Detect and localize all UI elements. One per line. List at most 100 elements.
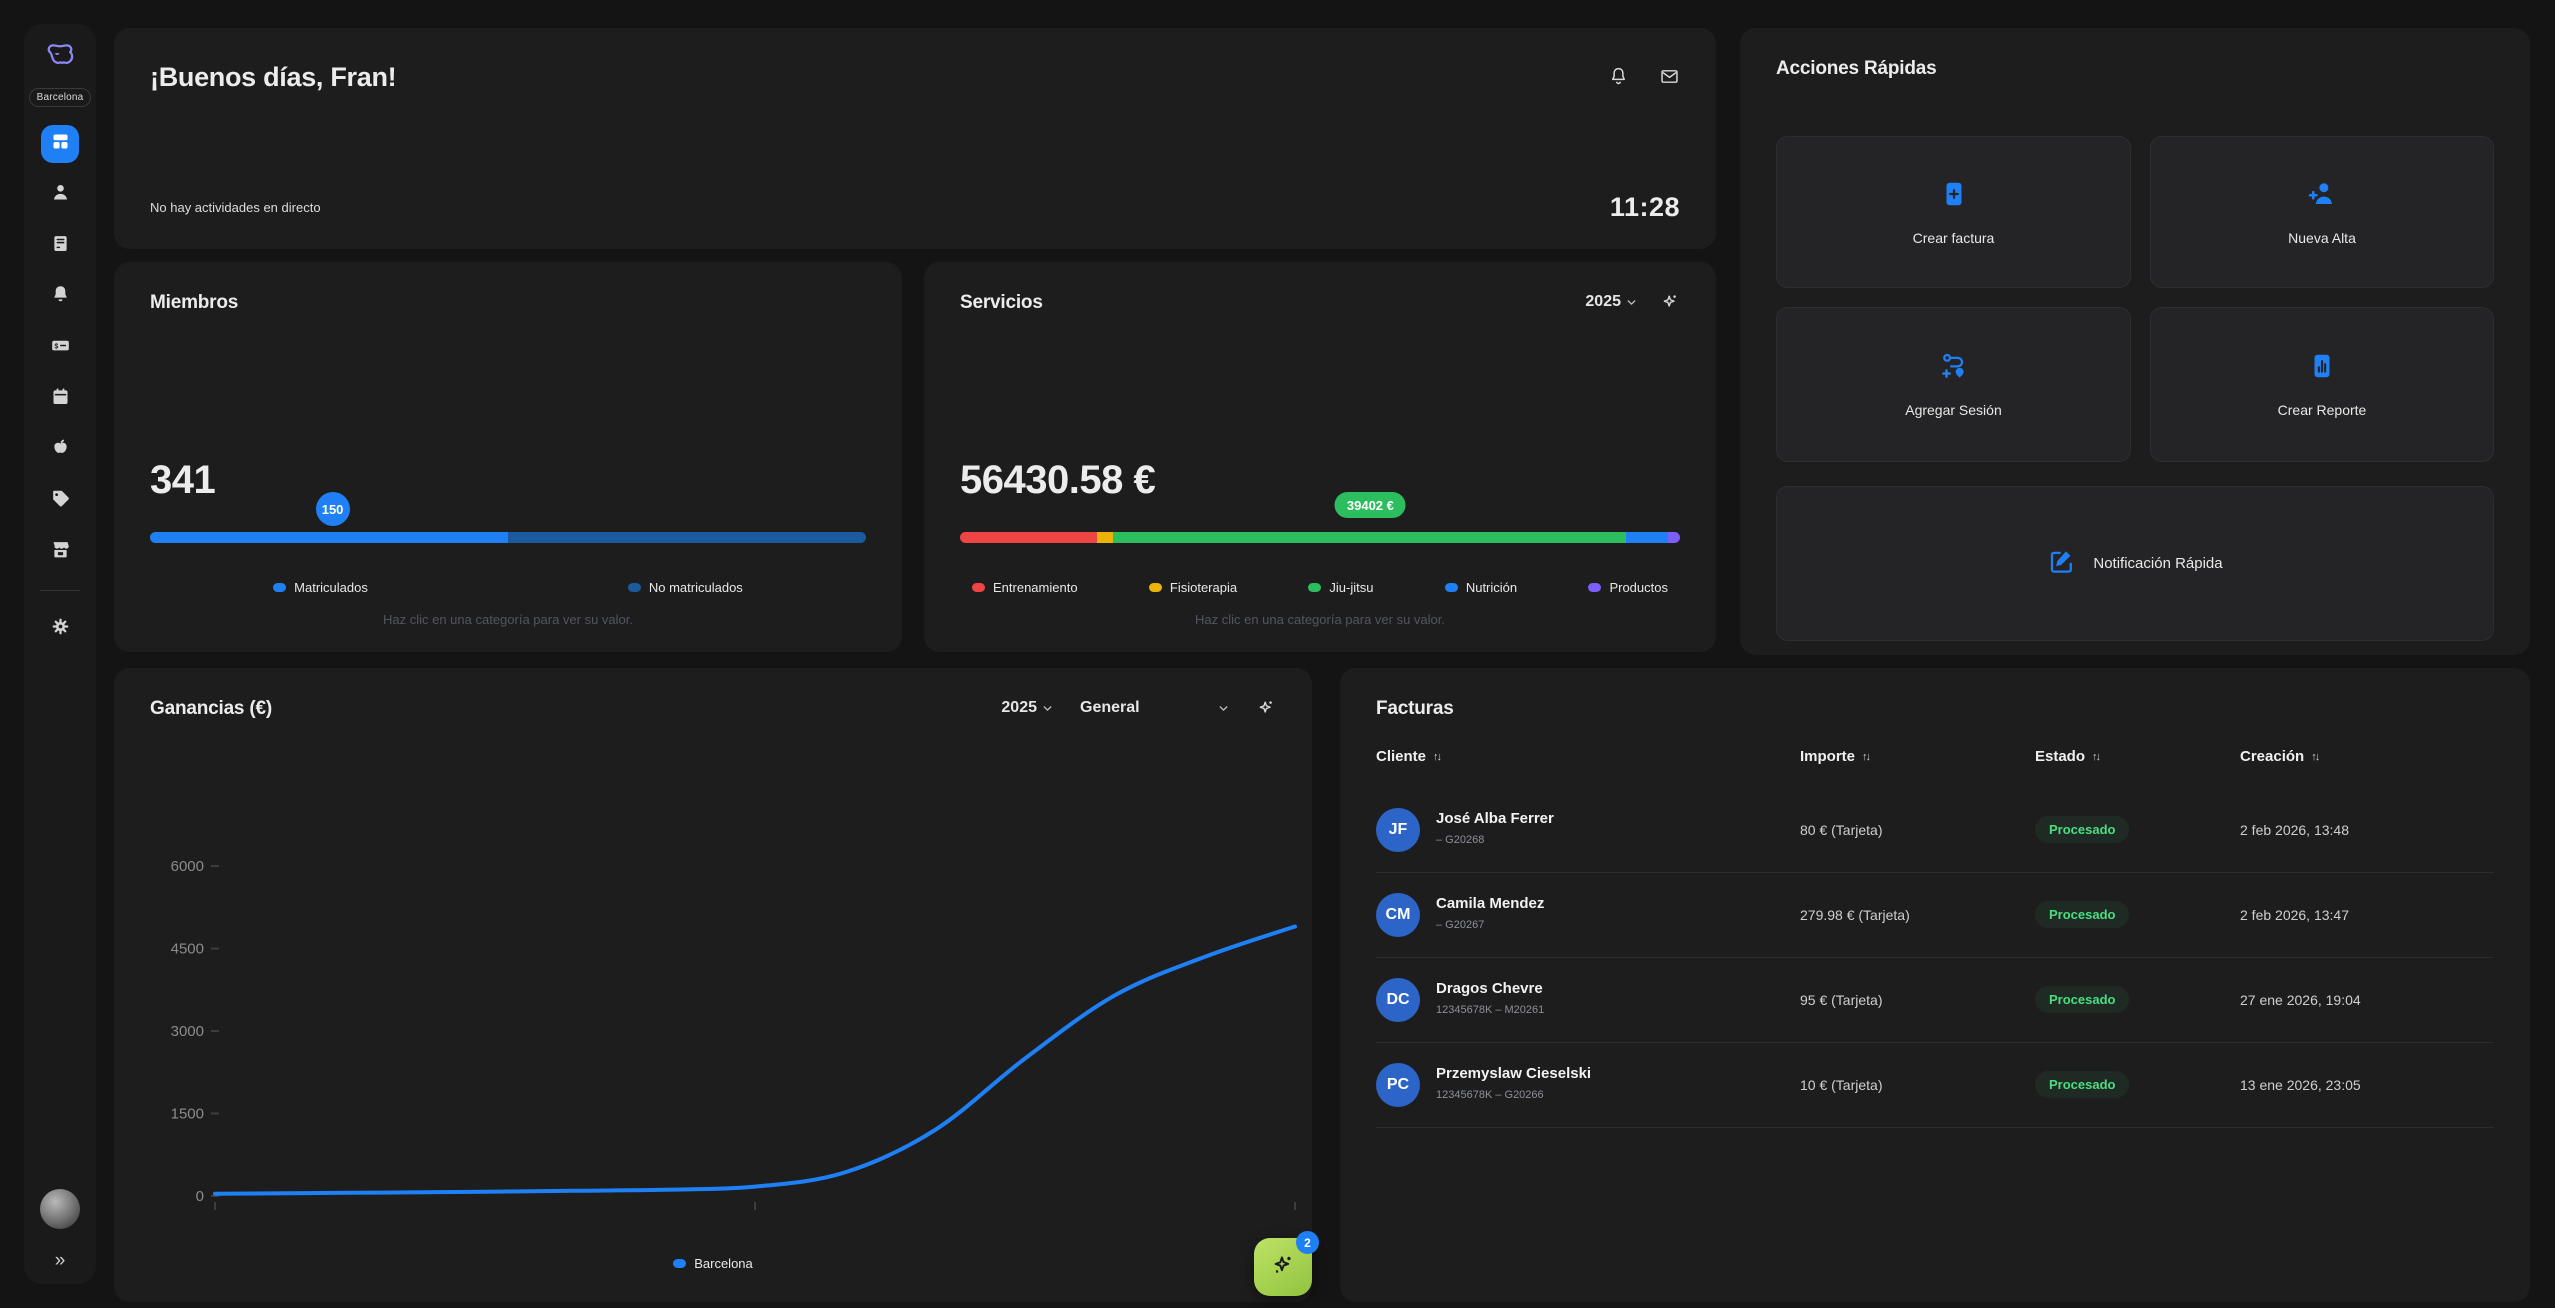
invoices-table-body: JF José Alba Ferrer – G20268 80 € (Tarje… (1376, 788, 2494, 1128)
sort-icon: ↑↓ (2311, 750, 2320, 763)
column-header-importe[interactable]: Importe ↑↓ (1800, 748, 1871, 765)
location-badge[interactable]: Barcelona (28, 88, 92, 107)
legend-item-barcelona[interactable]: Barcelona (673, 1256, 753, 1271)
legend-label: Jiu-jitsu (1329, 580, 1374, 595)
create-invoice-button[interactable]: Crear factura (1776, 136, 2131, 288)
services-legend: Entrenamiento Fisioterapia Jiu-jitsu Nut… (960, 580, 1680, 595)
services-year-select[interactable]: 2025 (1585, 293, 1638, 311)
quick-action-label: Crear Reporte (2277, 402, 2367, 418)
sort-icon: ↑↓ (1433, 750, 1442, 763)
members-bar (150, 532, 866, 543)
legend-dot-icon (1308, 583, 1322, 592)
earnings-filter-select[interactable]: General (1080, 699, 1230, 717)
svg-text:1500: 1500 (171, 1106, 204, 1123)
sidebar-expand-button[interactable]: » (54, 1250, 66, 1271)
services-year-value: 2025 (1585, 293, 1621, 310)
legend-dot-icon (972, 583, 985, 592)
invoice-created: 27 ene 2026, 19:04 (2240, 992, 2361, 1008)
edit-pencil-icon (2047, 546, 2077, 581)
services-bar-badge: 39402 € (1334, 492, 1406, 518)
invoices-card: Facturas Cliente ↑↓ Importe ↑↓ Estado ↑↓ Cr… (1340, 668, 2530, 1302)
client-avatar: DC (1376, 978, 1420, 1022)
brand-logo-icon[interactable] (42, 42, 78, 72)
invoice-status: Procesado (2035, 816, 2130, 843)
invoice-row[interactable]: DC Dragos Chevre 12345678K – M20261 95 €… (1376, 958, 2494, 1043)
sidebar-item-activities[interactable] (41, 227, 79, 265)
legend-label: Fisioterapia (1169, 580, 1238, 595)
ai-assistant-fab[interactable]: 2 (1254, 1231, 1319, 1296)
earnings-year-select[interactable]: 2025 (1001, 699, 1054, 717)
bar-segment[interactable] (960, 532, 1097, 543)
route-plus-icon (1939, 351, 1969, 386)
bar-segment[interactable] (150, 532, 508, 543)
tag-icon (50, 488, 71, 514)
members-bar-badge: 150 (315, 492, 350, 526)
legend-item[interactable]: Entrenamiento (972, 580, 1078, 595)
column-header-estado[interactable]: Estado ↑↓ (2035, 748, 2101, 765)
ai-sparkle-icon[interactable] (1256, 698, 1276, 718)
legend-label: No matriculados (648, 580, 743, 595)
legend-item[interactable]: Matriculados (273, 580, 368, 595)
notifications-bell-icon[interactable] (1608, 66, 1629, 92)
legend-item[interactable]: Nutrición (1444, 580, 1517, 595)
sort-icon: ↑↓ (1862, 750, 1871, 763)
quick-actions-card: Acciones Rápidas Crear factura Nueva Alt… (1740, 28, 2530, 655)
bar-segment[interactable] (508, 532, 866, 543)
legend-dot-icon (1444, 583, 1458, 592)
invoice-row[interactable]: PC Przemyslaw Cieselski 12345678K – G202… (1376, 1043, 2494, 1128)
sidebar-item-members[interactable] (41, 176, 79, 214)
bar-segment[interactable] (1625, 532, 1669, 543)
invoice-amount: 95 € (Tarjeta) (1800, 992, 1883, 1008)
sidebar-item-shop[interactable] (41, 533, 79, 571)
invoice-row[interactable]: CM Camila Mendez – G20267 279.98 € (Tarj… (1376, 873, 2494, 958)
bar-segment[interactable] (1113, 532, 1626, 543)
sort-icon: ↑↓ (2092, 750, 2101, 763)
sidebar-item-notifications[interactable] (41, 278, 79, 316)
client-detail: 12345678K – G20266 (1436, 1089, 1544, 1101)
legend-item[interactable]: Productos (1588, 580, 1668, 595)
sidebar-item-calendar[interactable] (41, 380, 79, 418)
sidebar-item-nutrition[interactable] (41, 431, 79, 469)
invoices-table-header: Cliente ↑↓ Importe ↑↓ Estado ↑↓ Creación ↑↓ (1376, 748, 2494, 778)
quick-action-label: Notificación Rápida (2093, 555, 2223, 572)
earnings-chart: 0 1500 3000 4500 6000 (171, 858, 1297, 1210)
fab-notification-badge: 2 (1296, 1231, 1319, 1254)
legend-label: Barcelona (694, 1256, 753, 1271)
ai-sparkle-icon[interactable] (1660, 292, 1680, 312)
legend-item[interactable]: Fisioterapia (1148, 580, 1238, 595)
client-avatar: PC (1376, 1063, 1420, 1107)
client-name: Camila Mendez (1436, 895, 1545, 912)
invoice-row[interactable]: JF José Alba Ferrer – G20268 80 € (Tarje… (1376, 788, 2494, 873)
quick-action-label: Nueva Alta (2288, 229, 2356, 246)
invoice-created: 2 feb 2026, 13:48 (2240, 822, 2349, 838)
column-header-cliente[interactable]: Cliente ↑↓ (1376, 748, 1442, 765)
add-session-button[interactable]: Agregar Sesión (1776, 307, 2131, 462)
status-badge: Procesado (2035, 1071, 2130, 1098)
clock: 11:28 (1609, 192, 1680, 222)
user-avatar[interactable] (40, 1189, 80, 1229)
client-detail: – G20268 (1436, 834, 1485, 846)
bar-segment[interactable] (1668, 532, 1680, 543)
legend-item[interactable]: No matriculados (627, 580, 743, 595)
legend-label: Matriculados (294, 580, 368, 595)
services-card: Servicios 2025 56430.58 € 39402 € Entren… (924, 262, 1716, 652)
services-hint: Haz clic en una categoría para ver su va… (1194, 612, 1446, 627)
sidebar-item-tags[interactable] (41, 482, 79, 520)
sidebar-item-payments[interactable]: $ (41, 329, 79, 367)
column-header-creacion[interactable]: Creación ↑↓ (2240, 748, 2320, 765)
quick-notification-button[interactable]: Notificación Rápida (1776, 486, 2494, 641)
mail-icon[interactable] (1659, 66, 1680, 92)
sidebar-divider (40, 590, 80, 591)
legend-label: Productos (1609, 580, 1668, 595)
status-badge: Procesado (2035, 901, 2130, 928)
bar-segment[interactable] (1096, 532, 1114, 543)
storefront-icon (50, 539, 71, 565)
services-title: Servicios (960, 292, 1043, 313)
legend-item[interactable]: Jiu-jitsu (1308, 580, 1374, 595)
sidebar-item-settings[interactable] (41, 610, 79, 648)
svg-text:$: $ (54, 343, 58, 350)
earnings-chart-area: 0 1500 3000 4500 6000 (150, 833, 1300, 1233)
create-report-button[interactable]: Crear Reporte (2150, 307, 2494, 462)
new-member-button[interactable]: Nueva Alta (2150, 136, 2494, 288)
sidebar-item-dashboard[interactable] (41, 125, 79, 163)
